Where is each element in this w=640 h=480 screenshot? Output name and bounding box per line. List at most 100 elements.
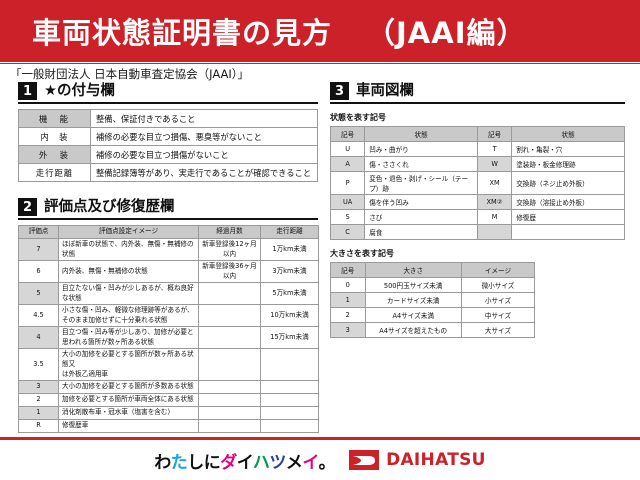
table-row: 機 能 整備、保証付きであること [18,109,318,128]
cell-symbol-right: XM② [476,194,513,210]
table-row: 3 A4サイズを超えたもの 大サイズ [330,322,536,338]
daihatsu-logo: DAIHATSU [349,450,486,470]
evaluation-table-head: 評価点 評価点設定イメージ 経過月数 走行距離 [18,225,319,239]
row-label: 内 装 [18,127,91,146]
tagline-char: し [187,452,204,473]
section-3-heading: 3 車両図欄 [330,82,625,100]
cell-distance [260,380,319,395]
column-header-size: 大きさ [364,262,462,278]
size-table-body: 0 500円玉サイズ未満 微小サイズ 1 カードサイズ未満 小サイズ 2 A4サイズ未満 中サイ… [330,277,536,338]
cell-score: 3 [18,380,59,395]
cell-image: 小サイズ [460,292,536,308]
cell-image: 目立たない傷・凹みが少しあるが、概ね良好な状態 [58,282,199,306]
cell-symbol-left: U [329,141,366,157]
cell-image: 中サイズ [460,307,536,323]
column-header-symbol: 記号 [330,262,366,278]
tagline-char: 。 [318,452,336,473]
cell-state-right: 塗装跡・板金修理跡 [511,156,625,172]
row-text: 補修の必要な目立つ損傷がないこと [90,145,318,164]
cell-state-right [511,224,625,240]
tagline-char: ツ [269,452,286,473]
cell-image: 消化剤散布車・冠水車（塩害を含む） [58,406,199,421]
cell-months [198,304,261,328]
cell-score: R [18,419,59,434]
page-title: 車両状態証明書の見方 （JAAI編） [32,10,526,52]
column-header-state-left: 状態 [364,126,478,142]
table-row: 外 装 補修の必要な目立つ損傷がないこと [18,145,318,164]
table-row: 4 目立つ傷・凹み等が少しあり、加修が必要と 思われる箇所が数ヶ所ある状態 15万km… [18,326,319,350]
cell-state-left: さび [364,209,478,225]
size-table-head: 記号 大きさ イメージ [330,262,536,278]
evaluation-score-table: 評価点 評価点設定イメージ 経過月数 走行距離 7 ほぼ新車の状態で、内外装、無傷… [18,225,319,434]
evaluation-table-body: 7 ほぼ新車の状態で、内外装、無傷・無補修の状態 新車登録後12ヶ月以内 1万km未満… [18,237,319,434]
star-criteria-table: 機 能 整備、保証付きであること 内 装 補修の必要な目立つ損傷、悪臭等がないこ… [18,109,318,182]
cell-symbol: 0 [330,277,366,293]
row-text: 整備、保証付きであること [90,109,318,128]
cell-months [198,393,261,408]
footer-divider [0,437,640,440]
header-divider [0,63,640,64]
section-1: 1 ★の付与欄 機 能 整備、保証付きであること 内 装 補修の必要な目立つ損傷… [18,82,318,182]
page-title-paren: （JAAI編） [366,16,527,50]
column-header-symbol-left: 記号 [329,126,366,142]
tagline-char: メ [285,452,303,473]
table-row: 4.5 小さな傷・凹み、軽微な修理跡等があるが、 そのまま加修せずに十分乗れる状態 1… [18,304,319,328]
cell-months [198,419,261,434]
cell-months: 新車登録後12ヶ月以内 [198,237,261,262]
column-header-distance: 走行距離 [260,225,319,239]
table-row: 1 消化剤散布車・冠水車（塩害を含む） [18,406,319,421]
table-row: S さび M 修復歴 [329,209,625,225]
cell-image: 内外装、無傷・無補修の状態 [58,260,199,284]
cell-distance: 15万km未満 [260,326,319,350]
cell-distance [260,393,319,408]
cell-score: 5 [18,282,59,306]
cell-symbol: 3 [330,322,366,338]
table-row: C 腐食 [329,224,625,240]
table-row: 3.5 大小の加修を必要とする箇所が数ヶ所ある状態又 は外板乙適用車 [18,348,319,382]
cell-state-left: 腐食 [364,224,478,240]
cell-distance: 1万km未満 [260,237,319,262]
table-row: 7 ほぼ新車の状態で、内外装、無傷・無補修の状態 新車登録後12ヶ月以内 1万km未満 [18,237,319,262]
cell-symbol-left: C [329,224,366,240]
cell-image: 修復歴車 [58,419,199,434]
page-title-main: 車両状態証明書の見方 [32,16,333,50]
section-3: 3 車両図欄 状態を表す記号 記号 状態 記号 状態 U 凹み・曲がり T 割れ・亀裂… [329,82,625,338]
section-1-heading: 1 ★の付与欄 [18,82,318,100]
row-text: 補修の必要な目立つ損傷、悪臭等がないこと [90,127,318,146]
daihatsu-wordmark: DAIHATSU [386,450,486,470]
right-column: 3 車両図欄 状態を表す記号 記号 状態 記号 状態 U 凹み・曲がり T 割れ・亀裂… [329,82,625,338]
table-row: UA 傷を伴う凹み XM② 交換跡（溶接止め外板） [329,194,625,210]
section-2-underline [18,218,318,220]
cell-symbol-left: S [329,209,366,225]
table-row: 2 加修を必要とする箇所が車両全体にある状態 [18,393,319,408]
subtitle: 「一般財団法人 日本自動車査定協会（JAAI）」 [10,67,250,81]
cell-state-left: 傷を伴う凹み [364,194,478,210]
cell-symbol: 2 [330,307,366,323]
cell-state-right: 交換跡（ネジ止め外板） [511,171,625,195]
cell-distance [260,419,319,434]
section-1-title: ★の付与欄 [44,83,115,99]
section-2-number: 2 [18,198,37,216]
cell-state-left: 傷・ささくれ [364,156,478,172]
cell-score: 4.5 [18,304,59,328]
table-row: A 傷・ささくれ W 塗装跡・板金修理跡 [329,156,625,172]
cell-distance: 10万km未満 [260,304,319,328]
cell-distance: 5万km未満 [260,282,319,306]
section-2: 2 評価点及び修復歴欄 評価点 評価点設定イメージ 経過月数 走行距離 7 ほぼ新… [18,198,319,472]
row-text: 整備記録簿等があり、実走行であることが確認できること [90,163,318,182]
cell-symbol-right [476,224,513,240]
cell-months: 新車登録後36ヶ月以内 [198,260,261,284]
left-column: 1 ★の付与欄 機 能 整備、保証付きであること 内 装 補修の必要な目立つ損傷… [18,82,319,472]
cell-symbol: 1 [330,292,366,308]
symbol-table-head: 記号 状態 記号 状態 [329,126,625,142]
table-row: 3 大小の加修を必要とする箇所が多数ある状態 [18,380,319,395]
condition-symbol-table: 記号 状態 記号 状態 U 凹み・曲がり T 割れ・亀裂・穴 A 傷・ささくれ W 塗装跡・板… [329,126,625,240]
cell-score: 2 [18,393,59,408]
section-1-underline [18,102,318,104]
column-header-symbol-right: 記号 [476,126,513,142]
cell-image: 大小の加修を必要とする箇所が数ヶ所ある状態又 は外板乙適用車 [58,348,199,382]
cell-distance: 3万km未満 [260,260,319,284]
cell-months [198,282,261,306]
cell-size: カードサイズ未満 [364,292,462,308]
cell-image: 小さな傷・凹み、軽微な修理跡等があるが、 そのまま加修せずに十分乗れる状態 [58,304,199,328]
